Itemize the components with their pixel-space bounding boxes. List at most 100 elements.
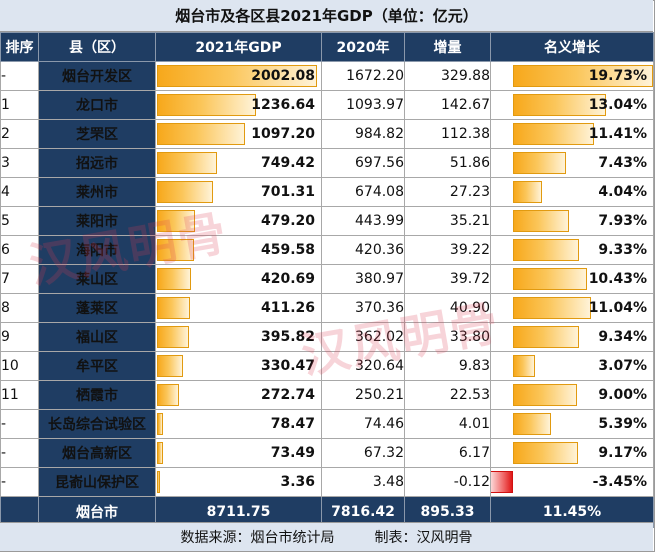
row-growth: 7.43% bbox=[598, 155, 647, 171]
row-growth: 19.73% bbox=[588, 68, 647, 84]
row-gdp2020: 67.32 bbox=[321, 438, 405, 468]
row-increase: 33.80 bbox=[404, 322, 491, 352]
growth-data-bar bbox=[513, 355, 535, 377]
row-growth: 7.93% bbox=[598, 213, 647, 229]
footer-source: 数据来源：烟台市统计局 bbox=[180, 530, 335, 546]
row-increase: 40.90 bbox=[404, 293, 491, 323]
row-growth: 9.00% bbox=[598, 387, 647, 403]
row-rank: 10 bbox=[0, 351, 39, 381]
gdp-data-bar bbox=[157, 94, 256, 116]
row-gdp2020: 1093.97 bbox=[321, 90, 405, 120]
row-growth: 11.04% bbox=[588, 300, 647, 316]
gdp-data-bar bbox=[157, 413, 163, 435]
row-growth-cell: 11.41% bbox=[490, 119, 654, 149]
row-growth-cell: 5.39% bbox=[490, 409, 654, 439]
table-row: - 长岛综合试验区 78.47 74.46 4.01 5.39% bbox=[0, 409, 654, 439]
row-growth-cell: 9.00% bbox=[490, 380, 654, 410]
table-footer: 数据来源：烟台市统计局 制表：汉风明骨 bbox=[0, 522, 653, 551]
row-growth: 9.34% bbox=[598, 329, 647, 345]
row-gdp2021-cell: 459.58 bbox=[155, 235, 322, 265]
row-name: 长岛综合试验区 bbox=[38, 409, 156, 439]
row-name: 莱阳市 bbox=[38, 206, 156, 236]
row-growth-cell: 9.34% bbox=[490, 322, 654, 352]
row-growth: -3.45% bbox=[592, 474, 647, 490]
row-gdp2020: 697.56 bbox=[321, 148, 405, 178]
row-gdp2020: 443.99 bbox=[321, 206, 405, 236]
table-row: 6 海阳市 459.58 420.36 39.22 9.33% bbox=[0, 235, 654, 265]
table-row: 4 莱州市 701.31 674.08 27.23 4.04% bbox=[0, 177, 654, 207]
row-name: 蓬莱区 bbox=[38, 293, 156, 323]
row-gdp2021: 411.26 bbox=[260, 300, 315, 316]
gdp-data-bar bbox=[157, 152, 217, 174]
row-increase: 329.88 bbox=[404, 61, 491, 91]
row-gdp2020: 380.97 bbox=[321, 264, 405, 294]
row-gdp2021: 749.42 bbox=[260, 155, 315, 171]
row-gdp2021-cell: 411.26 bbox=[155, 293, 322, 323]
gdp-data-bar bbox=[157, 123, 245, 145]
row-gdp2021: 479.20 bbox=[260, 213, 315, 229]
gdp-data-bar bbox=[157, 239, 194, 261]
row-gdp2021: 78.47 bbox=[270, 416, 315, 432]
row-growth-cell: 4.04% bbox=[490, 177, 654, 207]
gdp-data-bar bbox=[157, 65, 317, 87]
row-gdp2020: 674.08 bbox=[321, 177, 405, 207]
row-growth-cell: -3.45% bbox=[490, 467, 654, 497]
row-gdp2021-cell: 395.82 bbox=[155, 322, 322, 352]
row-growth: 3.07% bbox=[598, 358, 647, 374]
growth-data-bar bbox=[513, 65, 653, 87]
row-gdp2021-cell: 701.31 bbox=[155, 177, 322, 207]
row-rank: 4 bbox=[0, 177, 39, 207]
row-increase: 6.17 bbox=[404, 438, 491, 468]
row-increase: 39.22 bbox=[404, 235, 491, 265]
row-increase: 35.21 bbox=[404, 206, 491, 236]
gdp-table: 排序 县（区） 2021年GDP 2020年 增量 名义增长 - 烟台开发区 200… bbox=[0, 32, 654, 528]
growth-data-bar bbox=[513, 442, 578, 464]
row-name: 福山区 bbox=[38, 322, 156, 352]
row-name: 莱山区 bbox=[38, 264, 156, 294]
row-growth: 4.04% bbox=[598, 184, 647, 200]
row-gdp2020: 320.64 bbox=[321, 351, 405, 381]
row-rank: - bbox=[0, 467, 39, 497]
row-rank: - bbox=[0, 438, 39, 468]
growth-data-bar bbox=[513, 268, 587, 290]
row-rank: 1 bbox=[0, 90, 39, 120]
table-row: 2 芝罘区 1097.20 984.82 112.38 11.41% bbox=[0, 119, 654, 149]
row-gdp2021-cell: 73.49 bbox=[155, 438, 322, 468]
row-gdp2021: 701.31 bbox=[260, 184, 315, 200]
growth-data-bar bbox=[513, 210, 569, 232]
row-growth: 10.43% bbox=[588, 271, 647, 287]
row-gdp2021: 420.69 bbox=[260, 271, 315, 287]
row-gdp2021-cell: 272.74 bbox=[155, 380, 322, 410]
row-growth-cell: 19.73% bbox=[490, 61, 654, 91]
row-gdp2021-cell: 749.42 bbox=[155, 148, 322, 178]
gdp-data-bar bbox=[157, 297, 190, 319]
gdp-data-bar bbox=[157, 355, 183, 377]
row-gdp2020: 984.82 bbox=[321, 119, 405, 149]
row-name: 烟台高新区 bbox=[38, 438, 156, 468]
row-growth: 5.39% bbox=[598, 416, 647, 432]
table-row: 3 招远市 749.42 697.56 51.86 7.43% bbox=[0, 148, 654, 178]
table-row: 8 蓬莱区 411.26 370.36 40.90 11.04% bbox=[0, 293, 654, 323]
row-growth-cell: 13.04% bbox=[490, 90, 654, 120]
header-gdp2020: 2020年 bbox=[321, 32, 405, 62]
row-gdp2020: 1672.20 bbox=[321, 61, 405, 91]
row-rank: - bbox=[0, 409, 39, 439]
row-growth: 9.17% bbox=[598, 445, 647, 461]
growth-data-bar bbox=[513, 181, 542, 203]
growth-data-bar bbox=[491, 471, 513, 493]
gdp-data-bar bbox=[157, 326, 189, 348]
row-rank: 8 bbox=[0, 293, 39, 323]
header-row: 排序 县（区） 2021年GDP 2020年 增量 名义增长 bbox=[0, 32, 654, 62]
table-row: 1 龙口市 1236.64 1093.97 142.67 13.04% bbox=[0, 90, 654, 120]
row-growth: 11.41% bbox=[588, 126, 647, 142]
row-gdp2020: 370.36 bbox=[321, 293, 405, 323]
row-gdp2021-cell: 78.47 bbox=[155, 409, 322, 439]
footer-maker: 制表：汉风明骨 bbox=[374, 530, 473, 546]
row-rank: 2 bbox=[0, 119, 39, 149]
row-growth-cell: 11.04% bbox=[490, 293, 654, 323]
header-growth: 名义增长 bbox=[490, 32, 654, 62]
growth-data-bar bbox=[513, 123, 594, 145]
row-name: 海阳市 bbox=[38, 235, 156, 265]
row-increase: 9.83 bbox=[404, 351, 491, 381]
table-row: 10 牟平区 330.47 320.64 9.83 3.07% bbox=[0, 351, 654, 381]
